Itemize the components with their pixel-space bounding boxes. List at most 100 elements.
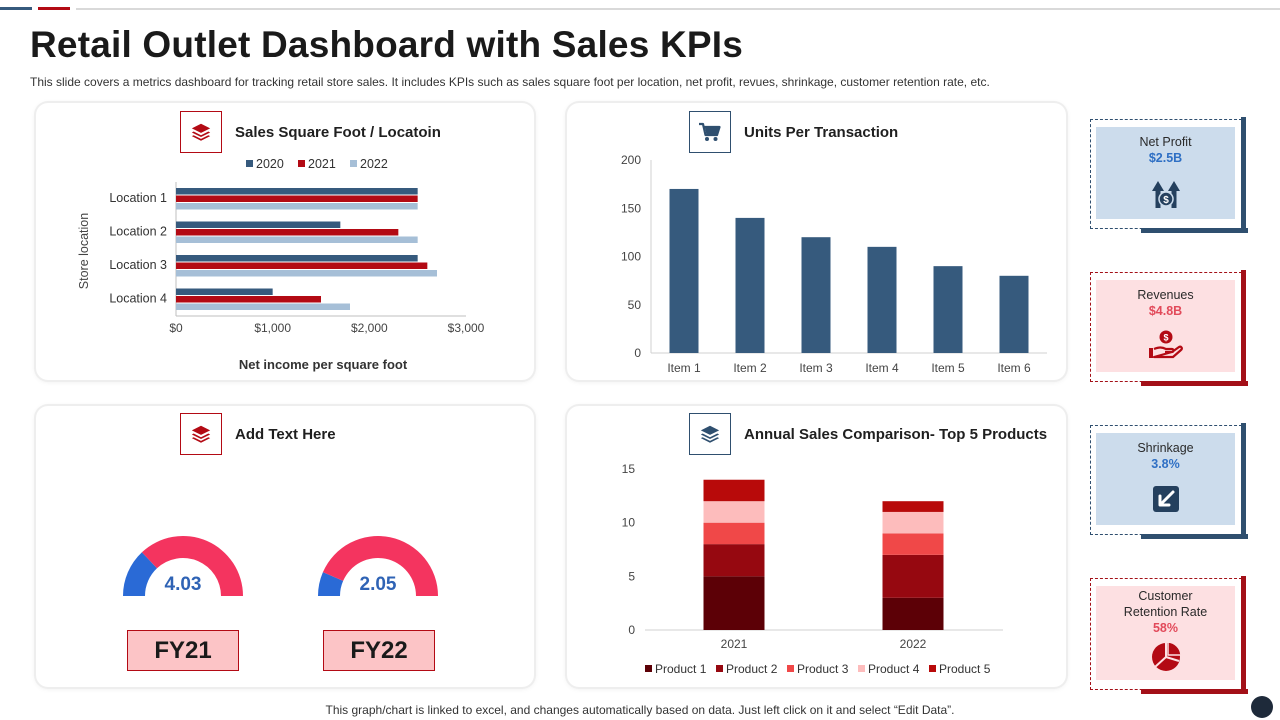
bar-item-4	[867, 246, 897, 353]
legend-label: Product 5	[939, 662, 991, 676]
page-title: Retail Outlet Dashboard with Sales KPIs	[30, 24, 744, 65]
gauge-arc-pink-fy22	[322, 536, 438, 596]
gauge-arc-blue-fy21	[123, 552, 157, 596]
legend-swatch-product-2	[716, 665, 723, 672]
page-subtitle: This slide covers a metrics dashboard fo…	[30, 75, 990, 89]
y-tick-label: 0	[628, 623, 635, 637]
legend-swatch-product-5	[929, 665, 936, 672]
kpi-retention-label: Customer Retention Rate	[1123, 589, 1208, 619]
corner-dot	[1251, 696, 1273, 718]
sales-sqft-chart: 2020 2021 2022 Location 1 Location 2 Location…	[77, 157, 485, 372]
layers-icon	[180, 413, 222, 455]
bar-2022-product-2	[882, 554, 944, 598]
legend-swatch-2020	[246, 160, 253, 167]
sales-sqft-header: Sales Square Foot / Locatoin	[180, 111, 441, 153]
bar-2022-product-1	[882, 597, 944, 630]
bar-2021-product-4	[703, 501, 765, 523]
bar-2021-product-2	[703, 544, 765, 577]
kpi-shrinkage: Shrinkage 3.8%	[1090, 423, 1248, 539]
bar-location-3-2021	[176, 262, 428, 269]
gauge-card: Add Text Here 4.03 2.05 FY21 FY22	[36, 406, 534, 687]
gauge-arc-pink-fy21	[141, 536, 243, 596]
bar-2022-product-3	[882, 533, 944, 555]
legend-label: Product 3	[797, 662, 849, 676]
legend-label: Product 2	[726, 662, 778, 676]
accent-rule	[76, 8, 1280, 10]
y-tick-label: 200	[621, 153, 641, 167]
kpi-net-profit: Net Profit $2.5B $	[1090, 117, 1248, 233]
bar-location-3-2022	[176, 270, 437, 277]
category-label: Location 1	[109, 191, 167, 205]
bar-location-1-2022	[176, 203, 418, 210]
legend-swatch-product-3	[787, 665, 794, 672]
kpi-retention-value: 58%	[1152, 621, 1179, 635]
units-title: Units Per Transaction	[744, 123, 899, 141]
legend-swatch-product-1	[645, 665, 652, 672]
sales-sqft-card: Sales Square Foot / Locatoin 2020 2021 202…	[36, 103, 534, 380]
gauge-value-fy21: 4.03	[165, 574, 202, 595]
cart-icon	[689, 111, 731, 153]
accent-segment-navy	[0, 7, 32, 10]
y-tick-label: 15	[622, 462, 636, 476]
bar-location-2-2020	[176, 221, 341, 228]
gauge-title: Add Text Here	[235, 425, 336, 443]
kpi-shrinkage-label: Shrinkage	[1137, 441, 1194, 455]
accent-segment-red	[38, 7, 70, 10]
legend-swatch-2022	[350, 160, 357, 167]
legend-label-2022: 2022	[360, 157, 388, 171]
bar-2021-product-5	[703, 479, 765, 502]
x-tick-label: $0	[169, 321, 183, 335]
annual-sales-header: Annual Sales Comparison- Top 5 Products	[689, 413, 1047, 455]
x-tick-label: $3,000	[448, 321, 485, 335]
y-tick-label: 150	[621, 201, 641, 215]
y-tick-label: 10	[622, 516, 636, 530]
x-tick-label: Item 1	[667, 361, 701, 375]
legend-label-2020: 2020	[256, 157, 284, 171]
arrow-down-left-icon	[1152, 485, 1180, 518]
annual-sales-chart: 0 5 10 15 2021 2022 Product 1 Product 2 Product …	[622, 462, 1003, 676]
bar-location-2-2022	[176, 236, 418, 243]
kpi-net-profit-value: $2.5B	[1148, 151, 1183, 165]
sales-sqft-title: Sales Square Foot / Locatoin	[235, 123, 441, 141]
kpi-revenues-label: Revenues	[1137, 288, 1194, 302]
x-tick-label: Item 3	[799, 361, 833, 375]
units-header: Units Per Transaction	[689, 111, 898, 153]
annual-sales-card: Annual Sales Comparison- Top 5 Products …	[567, 406, 1066, 687]
x-tick-label: 2022	[900, 637, 927, 651]
bar-item-5	[933, 266, 963, 353]
x-axis-title: Net income per square foot	[239, 357, 408, 372]
category-label: Location 4	[109, 292, 167, 306]
bar-item-6	[999, 275, 1029, 353]
bar-2021-product-1	[703, 576, 765, 630]
top-accent-bar	[0, 7, 1280, 11]
y-tick-label: 5	[628, 569, 635, 583]
annual-sales-title: Annual Sales Comparison- Top 5 Products	[744, 425, 1048, 443]
units-card: Units Per Transaction 0 50 100 150 200 Item 1…	[567, 103, 1066, 380]
gauge-header: Add Text Here	[180, 413, 336, 455]
bar-location-4-2021	[176, 296, 321, 303]
kpi-shrinkage-value: 3.8%	[1151, 457, 1180, 471]
bar-location-4-2020	[176, 288, 273, 295]
hand-coin-icon: $	[1147, 329, 1185, 366]
svg-text:$: $	[1163, 195, 1169, 206]
legend-label: Product 4	[868, 662, 920, 676]
bar-item-3	[801, 237, 831, 353]
units-chart: 0 50 100 150 200 Item 1 Item 2 Item 3 Item 4 Item…	[621, 153, 1047, 375]
bar-item-2	[735, 217, 765, 353]
legend-label-2021: 2021	[308, 157, 336, 171]
gauges-chart: 4.03 2.05	[123, 536, 438, 596]
bar-location-1-2020	[176, 188, 418, 195]
kpi-revenues: Revenues $4.8B $	[1090, 270, 1248, 386]
fy22-label: FY22	[323, 630, 435, 671]
fy21-label: FY21	[127, 630, 239, 671]
bar-location-2-2021	[176, 229, 399, 236]
svg-text:$: $	[1163, 333, 1168, 343]
x-tick-label: Item 6	[997, 361, 1031, 375]
bar-item-1	[669, 188, 699, 353]
gauge-arc-blue-fy22	[318, 572, 344, 596]
category-label: Location 3	[109, 258, 167, 272]
bar-location-1-2021	[176, 195, 418, 202]
kpi-revenues-value: $4.8B	[1148, 304, 1183, 318]
bar-2022-product-5	[882, 501, 944, 512]
x-tick-label: Item 5	[931, 361, 965, 375]
